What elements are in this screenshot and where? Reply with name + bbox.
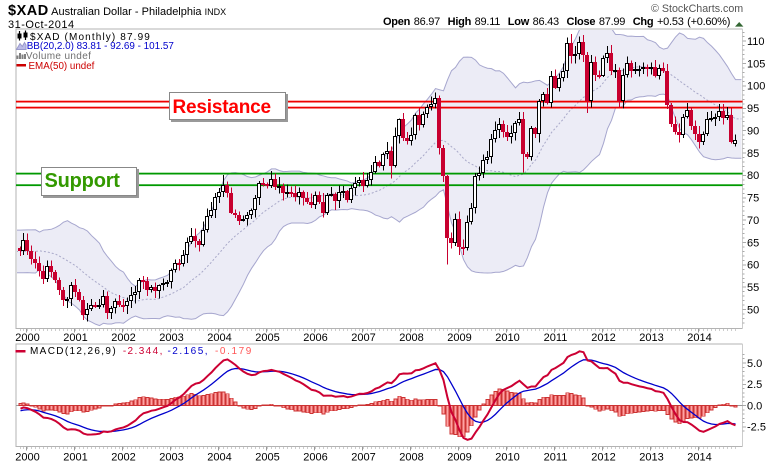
svg-text:2007: 2007 (351, 452, 375, 464)
svg-text:65: 65 (747, 237, 759, 249)
svg-text:-2.5: -2.5 (747, 422, 766, 434)
svg-text:85: 85 (747, 148, 759, 160)
svg-text:2001: 2001 (63, 452, 87, 464)
svg-text:2005: 2005 (255, 332, 279, 344)
svg-text:95: 95 (747, 103, 759, 115)
svg-text:2013: 2013 (639, 332, 663, 344)
svg-text:2004: 2004 (207, 332, 231, 344)
svg-text:2002: 2002 (111, 332, 135, 344)
svg-text:50: 50 (747, 304, 759, 316)
svg-text:2008: 2008 (399, 452, 423, 464)
svg-text:2011: 2011 (544, 332, 568, 344)
svg-text:2012: 2012 (591, 332, 615, 344)
svg-text:60: 60 (747, 260, 759, 272)
svg-text:2011: 2011 (544, 452, 568, 464)
svg-text:80: 80 (747, 170, 759, 182)
svg-text:2012: 2012 (591, 452, 615, 464)
svg-text:2005: 2005 (255, 452, 279, 464)
svg-text:5.0: 5.0 (747, 358, 762, 370)
svg-text:2000: 2000 (15, 332, 39, 344)
svg-text:2006: 2006 (303, 452, 327, 464)
svg-text:2014: 2014 (687, 332, 711, 344)
svg-text:2003: 2003 (159, 452, 183, 464)
svg-text:2.5: 2.5 (747, 379, 762, 391)
svg-text:2003: 2003 (159, 332, 183, 344)
svg-text:55: 55 (747, 282, 759, 294)
svg-text:2010: 2010 (495, 452, 519, 464)
svg-text:2013: 2013 (639, 452, 663, 464)
svg-text:2010: 2010 (495, 332, 519, 344)
svg-text:2006: 2006 (303, 332, 327, 344)
svg-text:2009: 2009 (447, 452, 471, 464)
svg-text:110: 110 (747, 36, 765, 48)
svg-text:2014: 2014 (687, 452, 711, 464)
svg-text:2000: 2000 (15, 452, 39, 464)
svg-text:2008: 2008 (399, 332, 423, 344)
svg-text:100: 100 (747, 81, 765, 93)
svg-text:105: 105 (747, 58, 765, 70)
svg-text:75: 75 (747, 193, 759, 205)
svg-text:90: 90 (747, 125, 759, 137)
svg-text:2004: 2004 (207, 452, 231, 464)
svg-text:2001: 2001 (63, 332, 87, 344)
svg-text:2002: 2002 (111, 452, 135, 464)
svg-text:0.0: 0.0 (747, 400, 762, 412)
svg-text:2007: 2007 (351, 332, 375, 344)
svg-text:70: 70 (747, 215, 759, 227)
svg-text:2009: 2009 (447, 332, 471, 344)
